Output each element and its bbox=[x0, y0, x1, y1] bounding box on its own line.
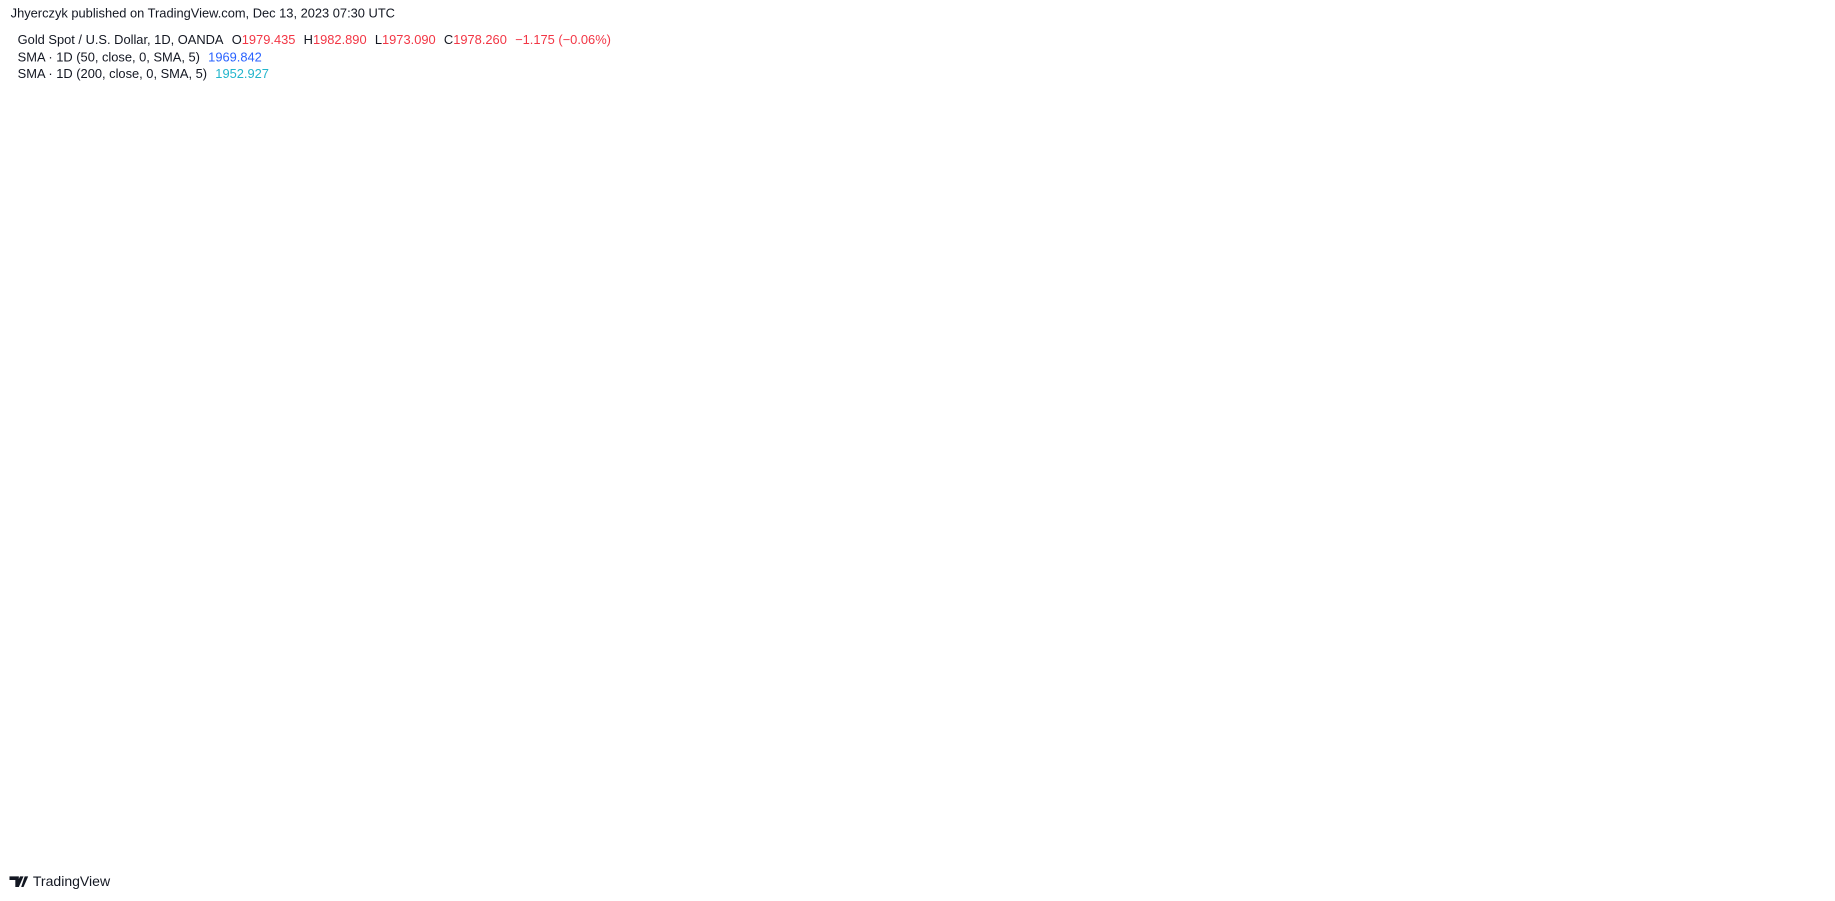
c-value: 1978.260 bbox=[453, 32, 507, 47]
o-value: 1979.435 bbox=[242, 32, 296, 47]
sma50-name: SMA · 1D (50, close, 0, SMA, 5) bbox=[18, 50, 200, 65]
o-key: O bbox=[232, 32, 242, 47]
h-value: 1982.890 bbox=[313, 32, 367, 47]
h-key: H bbox=[304, 32, 313, 47]
logo bbox=[9, 876, 29, 887]
sma200-legend: SMA · 1D (200, close, 0, SMA, 5) 1952.92… bbox=[18, 66, 269, 81]
symbol: Gold Spot / U.S. Dollar, 1D, OANDA bbox=[18, 32, 224, 47]
l-key: L bbox=[375, 32, 382, 47]
publisher: Jhyerczyk published on TradingView.com, … bbox=[11, 5, 395, 20]
c-key: C bbox=[444, 32, 453, 47]
brand: TradingView bbox=[33, 873, 111, 889]
legend: Jhyerczyk published on TradingView.com, … bbox=[11, 5, 611, 81]
sma50-legend: SMA · 1D (50, close, 0, SMA, 5) 1969.842 bbox=[18, 50, 262, 65]
change: −1.175 (−0.06%) bbox=[515, 32, 611, 47]
sma200-name: SMA · 1D (200, close, 0, SMA, 5) bbox=[18, 66, 207, 81]
sma200-value: 1952.927 bbox=[215, 66, 269, 81]
footer: TradingView bbox=[9, 873, 111, 889]
sma50-value: 1969.842 bbox=[208, 50, 262, 65]
l-value: 1973.090 bbox=[382, 32, 436, 47]
ohlc-legend: Gold Spot / U.S. Dollar, 1D, OANDA O1979… bbox=[18, 32, 611, 47]
